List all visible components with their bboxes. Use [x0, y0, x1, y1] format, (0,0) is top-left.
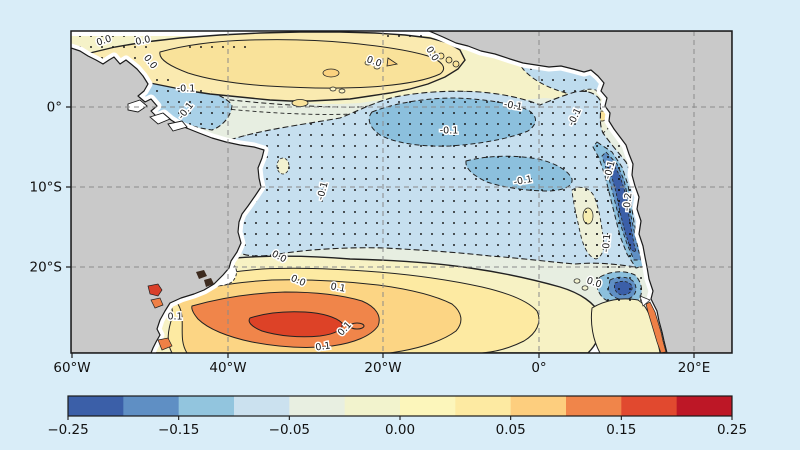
colorbar: −0.25 −0.15 −0.05 0.00 0.05 0.15 0.25	[47, 395, 747, 438]
y-tick-label: 10°S	[30, 180, 63, 196]
fill-yellow-spot-3	[291, 99, 309, 107]
contour-label: -0.1	[513, 174, 533, 188]
contour-label: 0.1	[315, 341, 331, 354]
colorbar-segment	[621, 396, 678, 416]
coast-notch	[167, 120, 188, 132]
colorbar-tick-label: 0.15	[606, 422, 636, 438]
colorbar-segment	[455, 396, 512, 416]
contour-label: -0.1	[440, 126, 459, 137]
colorbar-tick-label: −0.15	[158, 422, 199, 438]
x-axis-ticks: 60°W 40°W 20°W 0° 20°E	[53, 353, 710, 376]
contour-label: 0.0	[134, 34, 151, 48]
contour-label: 0.0	[585, 275, 603, 290]
colorbar-segment	[344, 396, 401, 416]
colorbar-segment	[234, 396, 290, 416]
x-tick-label: 20°E	[678, 360, 710, 376]
colorbar-tick-label: −0.25	[47, 422, 88, 438]
colorbar-tick-label: −0.05	[269, 422, 310, 438]
colorbar-segments	[68, 396, 733, 416]
africa-land	[428, 31, 732, 353]
y-axis-ticks: 0° 10°S 20°S	[30, 100, 71, 276]
contour-label: -0.1	[177, 84, 196, 95]
colorbar-tick-label: 0.05	[496, 422, 526, 438]
colorbar-ticks: −0.25 −0.15 −0.05 0.00 0.05 0.15 0.25	[47, 416, 747, 438]
gridlines	[71, 31, 732, 353]
stipple-regions	[78, 32, 648, 305]
contour-label: -0.1	[601, 233, 614, 252]
coastal-marks	[147, 48, 667, 353]
contour-ring-3	[329, 86, 337, 92]
colorbar-segment	[289, 396, 346, 416]
land-group	[71, 31, 732, 353]
x-tick-label: 0°	[531, 360, 546, 376]
amazon-island-1	[127, 99, 148, 113]
contour-label: 0.1	[330, 281, 347, 294]
colorbar-segment	[178, 396, 235, 416]
x-tick-label: 20°W	[364, 360, 401, 376]
contour-label: 0.1	[167, 312, 182, 323]
amazon-island-2	[149, 112, 171, 125]
fill-yellow-spot-1	[322, 68, 340, 78]
colorbar-segment	[566, 396, 622, 416]
fill-sw-red-core	[248, 311, 343, 338]
plot-border	[70, 30, 733, 354]
colorbar-tick-label: 0.00	[385, 422, 415, 438]
south-america-land	[71, 47, 265, 353]
colorbar-segment	[123, 396, 180, 416]
fill-yellow-spot-2	[386, 57, 399, 67]
contour-ring-red	[349, 322, 365, 330]
contour-ring-2	[373, 64, 381, 70]
colorbar-segment	[510, 396, 567, 416]
x-tick-label: 60°W	[53, 360, 90, 376]
colorbar-segment	[676, 396, 733, 416]
x-tick-label: 40°W	[209, 360, 246, 376]
y-tick-label: 0°	[47, 100, 62, 116]
contour-label: -0.1	[503, 99, 523, 113]
contour-label: -0.2	[622, 192, 635, 212]
map-layers: 0.0 0.00.0-0.1-0.10.0 0.0-0.1-0.1-0.1-0.1-…	[71, 31, 732, 353]
contour-ring-4	[338, 88, 346, 94]
colorbar-tick-label: 0.25	[717, 422, 747, 438]
y-tick-label: 20°S	[30, 260, 63, 276]
colorbar-segment	[400, 396, 456, 416]
contour-ring-1	[364, 60, 372, 66]
colorbar-segment	[68, 396, 124, 416]
